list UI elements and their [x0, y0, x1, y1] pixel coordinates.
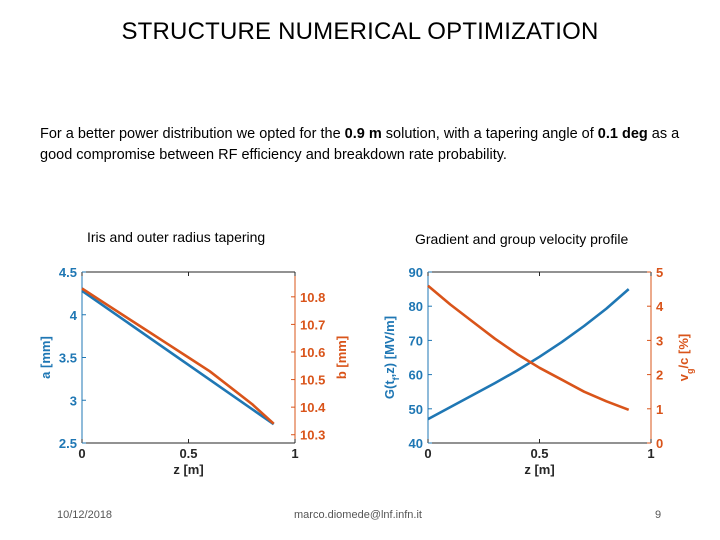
chart1-ytick-right-label-0: 10.3 — [300, 428, 325, 443]
chart2-series-right-line — [427, 284, 630, 412]
chart2-xtick-label-1: 0.5 — [530, 446, 548, 461]
chart2-xtick-label-2: 1 — [647, 446, 654, 461]
intro-text-2: solution, with a tapering angle of — [381, 126, 598, 142]
chart2-ytick-left-label-0: 40 — [409, 436, 423, 451]
chart2-ytick-left-label-4: 80 — [409, 299, 423, 314]
chart1-xtick-label-2: 1 — [291, 446, 298, 461]
chart2-ytick-right-label-4: 4 — [656, 299, 664, 314]
chart1-series-right-line — [81, 287, 275, 425]
chart2-ytick-right-label-3: 3 — [656, 333, 663, 348]
chart2-ylabel-right: vg/c [%] — [676, 334, 695, 381]
chart2-ylabel-right-part-2: /c [%] — [676, 334, 691, 369]
chart1-ytick-left-label-3: 4 — [70, 308, 78, 323]
intro-bold-angle: 0.1 deg — [597, 126, 648, 142]
chart1-title: Iris and outer radius tapering — [87, 229, 266, 245]
chart1-ytick-left-label-1: 3 — [70, 393, 77, 408]
chart2-ytick-left-label-2: 60 — [409, 368, 423, 383]
chart1-xlabel: z [m] — [173, 462, 203, 477]
chart2-ytick-right-label-5: 5 — [656, 265, 663, 280]
chart2-xlabel: z [m] — [524, 462, 554, 477]
chart1-ylabel-right-part-0: b [mm] — [334, 336, 349, 379]
chart2-xtick-label-0: 0 — [424, 446, 431, 461]
chart1-xtick-label-1: 0.5 — [179, 446, 197, 461]
intro-bold-length: 0.9 m — [344, 126, 382, 142]
chart2-title: Gradient and group velocity profile — [415, 231, 629, 247]
slide-title: STRUCTURE NUMERICAL OPTIMIZATION — [121, 18, 599, 45]
chart1-ylabel-left: a [mm] — [38, 336, 53, 379]
footer-date: 10/12/2018 — [57, 509, 113, 521]
chart1-ytick-left-label-4: 4.5 — [59, 265, 77, 280]
chart2-ylabel-left-part-0: G(t — [382, 380, 397, 399]
chart2-ytick-right-label-1: 1 — [656, 402, 663, 417]
chart2-ylabel-left: G(tf,z) [MV/m] — [382, 316, 401, 399]
chart2-ytick-left-label-3: 70 — [409, 333, 423, 348]
chart2-ylabel-right-part-1: g — [685, 368, 695, 374]
chart2-ylabel-left-part-2: ,z) [MV/m] — [382, 316, 397, 377]
chart1-series-left-line — [81, 289, 275, 426]
chart1-ytick-right-label-5: 10.8 — [300, 290, 325, 305]
chart2-series-left-line — [427, 288, 630, 421]
chart1-ytick-right-label-3: 10.6 — [300, 345, 325, 360]
chart2-ytick-right-label-0: 0 — [656, 436, 663, 451]
chart2-ylabel-left-part-1: f — [391, 376, 401, 380]
chart1-ytick-right-label-4: 10.7 — [300, 317, 325, 332]
chart1-ytick-left-label-2: 3.5 — [59, 351, 77, 366]
chart2-ylabel-right-part-0: v — [676, 373, 691, 381]
footer-page-number: 9 — [655, 509, 662, 521]
chart1-ytick-right-label-2: 10.5 — [300, 373, 325, 388]
chart1-ytick-right-label-1: 10.4 — [300, 400, 326, 415]
chart2-ytick-left-label-1: 50 — [409, 402, 423, 417]
footer-email: marco.diomede@lnf.infn.it — [294, 509, 422, 521]
chart1-ylabel-left-part-0: a [mm] — [38, 336, 53, 379]
intro-text-1: For a better power distribution we opted… — [40, 126, 345, 142]
intro-paragraph: For a better power distribution we opted… — [40, 124, 690, 166]
chart1-xtick-label-0: 0 — [78, 446, 85, 461]
chart1-ytick-left-label-0: 2.5 — [59, 436, 77, 451]
chart2-ytick-left-label-5: 90 — [409, 265, 423, 280]
chart1-ylabel-right: b [mm] — [334, 336, 349, 379]
chart2-ytick-right-label-2: 2 — [656, 368, 663, 383]
intro-text-3: as a good compromise between RF efficien… — [40, 126, 680, 163]
